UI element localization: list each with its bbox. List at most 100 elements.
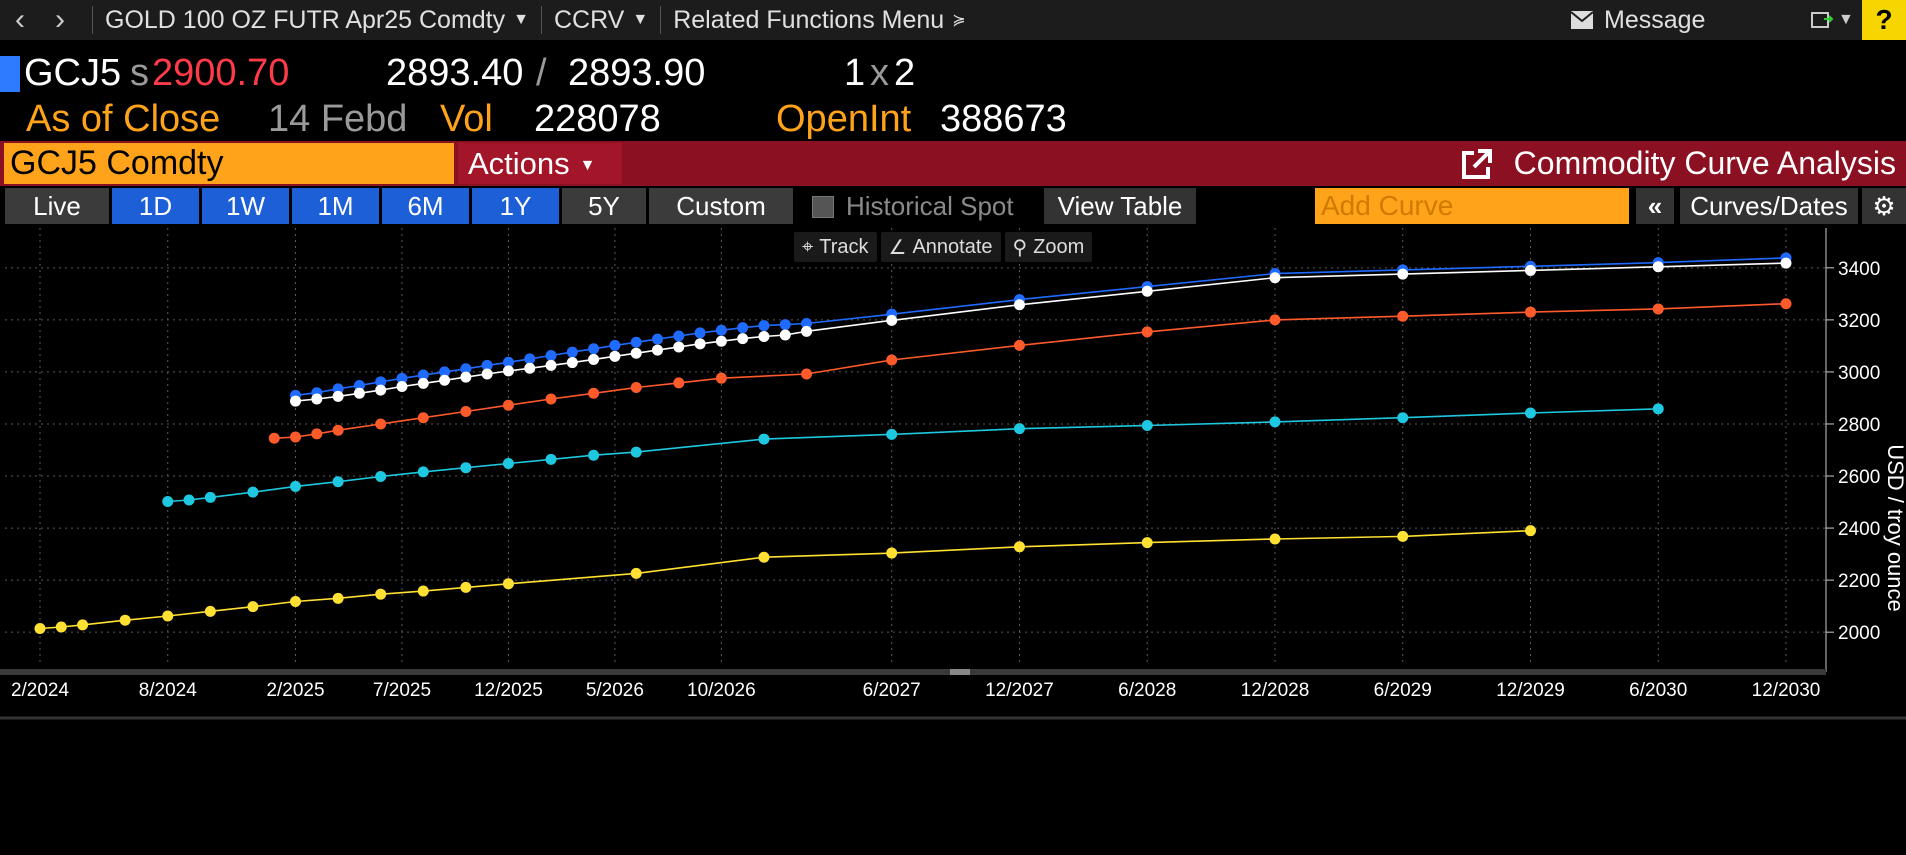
data-point[interactable] [1141, 537, 1153, 549]
data-point[interactable] [1397, 412, 1409, 424]
add-curve-input[interactable]: Add Curve [1315, 188, 1629, 224]
back-arrow-icon[interactable]: ‹ [15, 3, 25, 36]
data-point[interactable] [673, 330, 685, 342]
chart-scroll-handle[interactable] [950, 669, 970, 675]
data-point[interactable] [119, 614, 131, 626]
curve-chart[interactable]: 2000 2200 2400 2600 2800 3000 3200 3400 2/2024 8… [0, 228, 1906, 855]
data-point[interactable] [311, 393, 323, 405]
data-point[interactable] [417, 585, 429, 597]
forward-arrow-icon[interactable]: › [55, 3, 65, 36]
data-point[interactable] [609, 350, 621, 362]
data-point[interactable] [758, 551, 770, 563]
data-point[interactable] [375, 588, 387, 600]
data-point[interactable] [1013, 299, 1025, 311]
data-point[interactable] [396, 372, 408, 384]
data-point[interactable] [34, 623, 46, 635]
data-point[interactable] [460, 371, 472, 383]
tab-1w[interactable]: 1W [202, 188, 289, 224]
tab-1d[interactable]: 1D [112, 188, 199, 224]
data-point[interactable] [417, 412, 429, 424]
gear-icon[interactable]: ⚙ [1862, 188, 1906, 224]
data-point[interactable] [630, 336, 642, 348]
data-point[interactable] [588, 387, 600, 399]
data-point[interactable] [588, 449, 600, 461]
message-button[interactable]: Message [1570, 0, 1705, 40]
data-point[interactable] [715, 372, 727, 384]
historical-spot-checkbox[interactable] [812, 196, 834, 218]
data-point[interactable] [417, 369, 429, 381]
data-point[interactable] [439, 374, 451, 386]
data-point[interactable] [801, 325, 813, 337]
data-point[interactable] [417, 466, 429, 478]
data-point[interactable] [566, 346, 578, 358]
data-point[interactable] [737, 322, 749, 334]
data-point[interactable] [332, 476, 344, 488]
data-point[interactable] [886, 314, 898, 326]
data-point[interactable] [545, 359, 557, 371]
collapse-panel-button[interactable]: « [1636, 188, 1674, 224]
data-point[interactable] [460, 405, 472, 417]
annotate-button[interactable]: ∠ Annotate [880, 232, 1001, 262]
data-point[interactable] [651, 333, 663, 345]
data-point[interactable] [247, 486, 259, 498]
data-point[interactable] [1524, 525, 1536, 537]
data-point[interactable] [332, 424, 344, 436]
data-point[interactable] [1141, 420, 1153, 432]
data-point[interactable] [1524, 306, 1536, 318]
data-point[interactable] [332, 390, 344, 402]
data-point[interactable] [566, 357, 578, 369]
data-point[interactable] [758, 433, 770, 445]
data-point[interactable] [886, 428, 898, 440]
actions-button[interactable]: Actions ▼ [458, 143, 622, 184]
data-point[interactable] [353, 379, 365, 391]
data-point[interactable] [1013, 339, 1025, 351]
data-point[interactable] [694, 338, 706, 350]
data-point[interactable] [886, 354, 898, 366]
tab-6m[interactable]: 6M [382, 188, 469, 224]
data-point[interactable] [162, 610, 174, 622]
data-point[interactable] [524, 362, 536, 374]
data-point[interactable] [715, 335, 727, 347]
curves-dates-button[interactable]: Curves/Dates [1680, 188, 1858, 224]
data-point[interactable] [758, 331, 770, 343]
data-point[interactable] [375, 418, 387, 430]
data-point[interactable] [1652, 261, 1664, 273]
data-point[interactable] [779, 319, 791, 331]
data-point[interactable] [1013, 541, 1025, 553]
tab-custom[interactable]: Custom [649, 188, 793, 224]
data-point[interactable] [502, 365, 514, 377]
data-point[interactable] [1141, 326, 1153, 338]
data-point[interactable] [332, 592, 344, 604]
data-point[interactable] [183, 494, 195, 506]
data-point[interactable] [715, 324, 727, 336]
data-point[interactable] [588, 343, 600, 355]
data-point[interactable] [545, 350, 557, 362]
data-point[interactable] [204, 605, 216, 617]
data-point[interactable] [651, 344, 663, 356]
data-point[interactable] [1013, 423, 1025, 435]
related-functions-menu[interactable]: Related Functions Menu ≽ [673, 6, 965, 35]
data-point[interactable] [460, 462, 472, 474]
tab-5y[interactable]: 5Y [562, 188, 646, 224]
data-point[interactable] [1269, 416, 1281, 428]
data-point[interactable] [502, 458, 514, 470]
data-point[interactable] [801, 368, 813, 380]
data-point[interactable] [673, 341, 685, 353]
security-menu[interactable]: GOLD 100 OZ FUTR Apr25 Comdty ▼ [105, 6, 529, 35]
data-point[interactable] [375, 471, 387, 483]
data-point[interactable] [375, 384, 387, 396]
data-point[interactable] [1269, 272, 1281, 284]
data-point[interactable] [502, 356, 514, 368]
data-point[interactable] [55, 621, 67, 633]
data-point[interactable] [524, 353, 536, 365]
zoom-button[interactable]: ⚲ Zoom [1004, 232, 1093, 262]
data-point[interactable] [1652, 303, 1664, 315]
data-point[interactable] [417, 377, 429, 389]
chart-scroll-strip[interactable] [0, 669, 1826, 675]
data-point[interactable] [396, 381, 408, 393]
tab-live[interactable]: Live [5, 188, 109, 224]
data-point[interactable] [460, 581, 472, 593]
data-point[interactable] [609, 339, 621, 351]
data-point[interactable] [694, 327, 706, 339]
data-point[interactable] [290, 431, 302, 443]
